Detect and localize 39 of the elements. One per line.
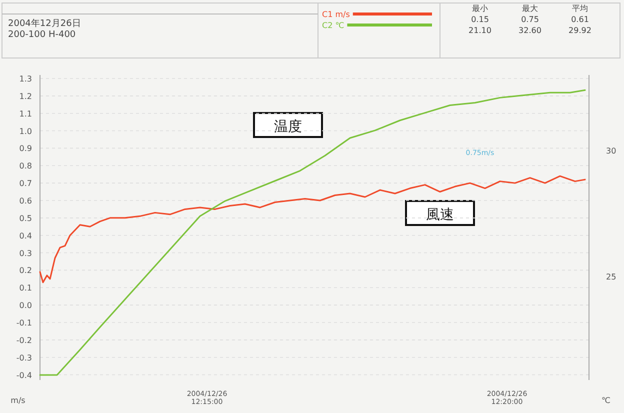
text: 平均 (572, 4, 588, 13)
y-tick-label: -0.4 (16, 370, 32, 380)
text: 200-100 H-400 (8, 30, 76, 40)
text: 32.60 (518, 26, 542, 35)
text: 0.75 (521, 15, 539, 24)
text: 2004年12月26日 (8, 18, 81, 29)
text: 最大 (522, 4, 538, 13)
y-tick-label: 0.2 (19, 266, 32, 276)
text: 29.92 (568, 26, 592, 35)
y-tick-label: 1.2 (19, 92, 32, 101)
line-series (39, 175, 586, 284)
line-series (39, 89, 586, 376)
y-tick-label: 0.4 (19, 231, 32, 240)
y-tick-label: 0.7 (19, 179, 32, 188)
y-tick-label: -0.3 (16, 353, 32, 362)
y-tick-label: 1.1 (19, 109, 32, 118)
text: 0.15 (471, 15, 489, 24)
y2-axis-title: ℃ (602, 396, 611, 405)
y-tick-label: 1.0 (19, 126, 32, 136)
legend: C2 ℃ (322, 21, 432, 30)
y-tick-label: -0.2 (16, 336, 32, 345)
y-axis-title: m/s (10, 396, 26, 405)
y-tick-label: 0.0 (19, 301, 32, 310)
y2-tick-label: 25 (606, 272, 616, 282)
y-tick-label: 0.6 (19, 196, 32, 206)
y-tick-label: 0.1 (19, 284, 32, 293)
y-tick-label: 0.5 (19, 214, 32, 223)
y-tick-label: 0.8 (19, 162, 32, 171)
y-tick-label: -0.1 (16, 318, 32, 328)
annotation: 温度 (274, 119, 302, 135)
text: 最小 (472, 4, 488, 13)
y-tick-label: 1.3 (19, 74, 32, 84)
text: 0.61 (571, 15, 589, 24)
text: 21.10 (468, 26, 492, 35)
y-tick-label: 0.3 (19, 248, 32, 258)
y-tick-label: 0.9 (19, 144, 32, 154)
annotation: 風速 (426, 207, 454, 223)
y2-tick-label: 30 (606, 146, 616, 156)
legend: C1 m/s (322, 10, 432, 19)
